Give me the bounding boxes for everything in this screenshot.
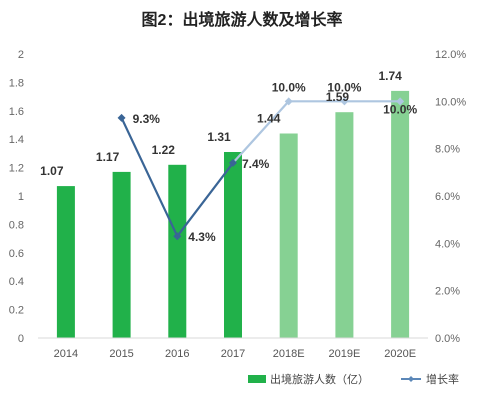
x-axis-tick-label: 2018E [273,348,305,360]
bar-value-label: 1.44 [257,112,281,126]
left-axis-tick-label: 0.8 [9,219,24,231]
legend-line-label: 增长率 [426,372,459,386]
growth-value-label: 7.4% [242,157,270,171]
growth-value-label: 10.0% [327,80,361,94]
right-axis-tick-label: 8.0% [435,144,460,156]
growth-line-segment [231,100,290,164]
bar-2015 [112,171,131,338]
growth-point-2015 [117,113,126,122]
bar-value-label: 1.31 [207,130,231,144]
bar-2018E [279,133,298,338]
bar-2017 [224,152,242,338]
left-axis-tick-label: 1.4 [9,134,24,146]
growth-line-segment [120,116,179,238]
left-axis-tick-label: 0.6 [9,248,24,260]
bar-value-label: 1.59 [326,90,350,104]
left-axis-tick-label: 0.4 [9,276,24,288]
growth-value-label: 9.3% [133,112,161,126]
right-axis-tick-label: 6.0% [435,191,460,203]
left-axis-tick-label: 0.2 [9,305,24,317]
left-axis-tick-label: 1.6 [9,106,24,118]
growth-point-2018E [284,97,293,106]
left-axis-tick-label: 1 [18,191,24,203]
bar-2019E [335,112,354,338]
growth-point-2016 [173,232,182,241]
chart-title: 图2：出境旅游人数及增长率 [141,12,343,29]
bar-2014 [56,186,75,338]
legend-bar-label: 出境旅游人数（亿） [270,372,369,386]
growth-value-label: 10.0% [272,80,306,94]
right-axis-tick-label: 2.0% [435,286,460,298]
growth-point-2020E [396,97,405,106]
growth-value-label: 10.0% [383,102,417,116]
legend-line-marker [408,376,414,382]
x-axis-tick-label: 2019E [329,348,361,360]
x-axis-tick-label: 2020E [384,348,416,360]
left-axis-tick-label: 1.8 [9,77,24,89]
growth-point-2017 [229,158,237,167]
left-axis-tick-label: 2 [18,49,24,61]
growth-point-2019E [340,97,349,106]
x-axis-tick-label: 2015 [109,348,133,360]
x-axis-tick-label: 2017 [221,348,245,360]
bar-value-label: 1.07 [40,164,64,178]
growth-value-label: 4.3% [188,230,216,244]
left-axis-tick-label: 1.2 [9,163,24,175]
right-axis-tick-label: 12.0% [435,49,466,61]
right-axis-tick-label: 10.0% [435,96,466,108]
bar-value-label: 1.74 [378,69,402,83]
x-axis-tick-label: 2016 [165,348,189,360]
bar-2016 [168,164,187,338]
right-axis-tick-label: 4.0% [435,238,460,250]
right-axis-tick-label: 0.0% [435,333,460,345]
left-axis-tick-label: 0 [18,333,24,345]
bar-2020E [391,90,410,339]
legend-bar-swatch [248,375,266,383]
bar-value-label: 1.22 [152,143,176,157]
growth-line-segment [176,161,235,238]
bar-value-label: 1.17 [96,150,120,164]
x-axis-tick-label: 2014 [54,348,78,360]
